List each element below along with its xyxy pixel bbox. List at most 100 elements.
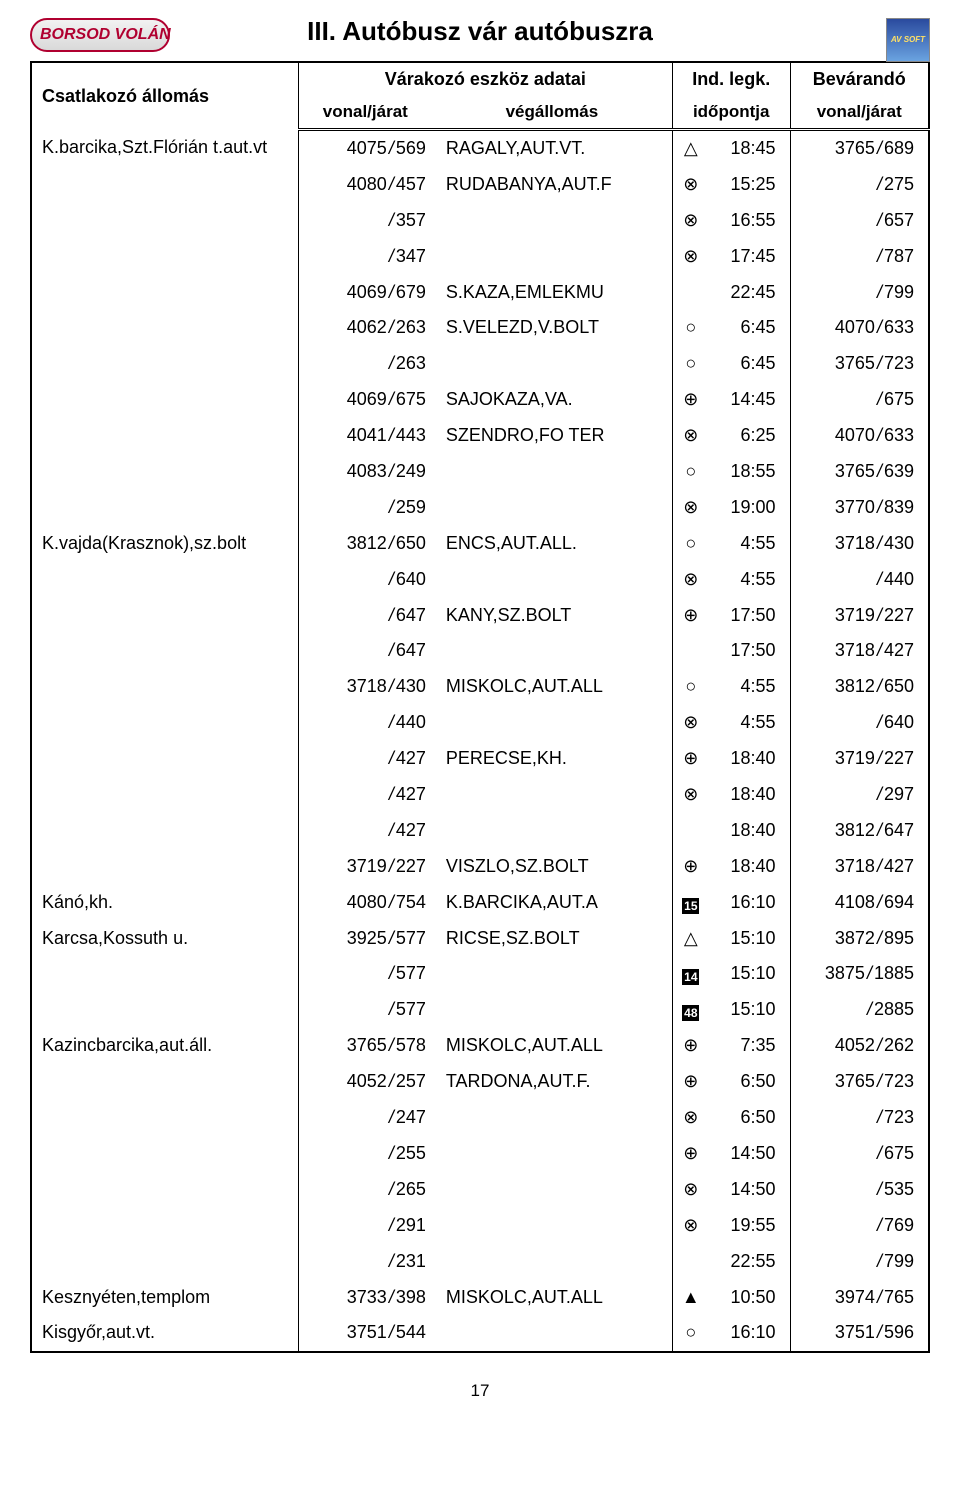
cell-symbol: ⊕: [672, 741, 708, 777]
cell-dest: [432, 1315, 673, 1352]
cell-station: [31, 777, 298, 813]
cell-line2: 3718/430: [790, 526, 929, 562]
table-row: /5771415:103875/1885: [31, 956, 929, 992]
cell-station: [31, 1100, 298, 1136]
cell-line2: /723: [790, 1100, 929, 1136]
cell-station: [31, 1244, 298, 1280]
cell-line1: /265: [298, 1172, 432, 1208]
table-row: 4041/443SZENDRO,FO TER⊗6:254070/633: [31, 418, 929, 454]
cell-time: 16:10: [709, 1315, 790, 1352]
cell-symbol: ○: [672, 1315, 708, 1352]
header-line1: vonal/járat: [298, 96, 432, 130]
cell-line2: 4052/262: [790, 1028, 929, 1064]
cell-dest: [432, 454, 673, 490]
cell-symbol: ○: [672, 669, 708, 705]
cell-line1: 3718/430: [298, 669, 432, 705]
cell-dest: [432, 203, 673, 239]
cell-line2: 3765/723: [790, 1064, 929, 1100]
table-row: /263○6:453765/723: [31, 346, 929, 382]
cell-time: 6:50: [709, 1100, 790, 1136]
page-number: 17: [30, 1381, 930, 1401]
cell-dest: [432, 777, 673, 813]
cell-line2: 3765/639: [790, 454, 929, 490]
cell-station: [31, 239, 298, 275]
cell-station: [31, 669, 298, 705]
cell-time: 10:50: [709, 1280, 790, 1316]
cell-line2: /675: [790, 382, 929, 418]
cell-station: K.barcika,Szt.Flórián t.aut.vt: [31, 130, 298, 167]
cell-station: K.vajda(Krasznok),sz.bolt: [31, 526, 298, 562]
cell-dest: KANY,SZ.BOLT: [432, 598, 673, 634]
cell-station: [31, 741, 298, 777]
cell-symbol: 15: [672, 885, 708, 921]
cell-station: [31, 203, 298, 239]
cell-time: 15:10: [709, 992, 790, 1028]
cell-line1: 4041/443: [298, 418, 432, 454]
cell-line1: /255: [298, 1136, 432, 1172]
table-row: /23122:55/799: [31, 1244, 929, 1280]
cell-line2: 3765/723: [790, 346, 929, 382]
cell-station: [31, 1172, 298, 1208]
cell-line2: 3872/895: [790, 921, 929, 957]
cell-dest: [432, 346, 673, 382]
cell-dest: RICSE,SZ.BOLT: [432, 921, 673, 957]
cell-line2: 4070/633: [790, 310, 929, 346]
cell-symbol: ○: [672, 454, 708, 490]
cell-line2: /799: [790, 1244, 929, 1280]
cell-dest: [432, 956, 673, 992]
cell-symbol: ⊕: [672, 1028, 708, 1064]
cell-symbol: [672, 1244, 708, 1280]
cell-line2: 3875/1885: [790, 956, 929, 992]
header-await: Bevárandó: [790, 62, 929, 96]
cell-station: [31, 346, 298, 382]
cell-line1: /577: [298, 956, 432, 992]
header-station: Csatlakozó állomás: [31, 62, 298, 130]
cell-time: 17:50: [709, 633, 790, 669]
cell-line2: 3751/596: [790, 1315, 929, 1352]
cell-station: [31, 490, 298, 526]
cell-line2: 3770/839: [790, 490, 929, 526]
table-row: /265⊗14:50/535: [31, 1172, 929, 1208]
cell-time: 14:45: [709, 382, 790, 418]
cell-symbol: ○: [672, 526, 708, 562]
table-row: 4083/249○18:553765/639: [31, 454, 929, 490]
cell-symbol: 48: [672, 992, 708, 1028]
cell-line2: 3718/427: [790, 633, 929, 669]
cell-station: Kánó,kh.: [31, 885, 298, 921]
cell-dest: S.VELEZD,V.BOLT: [432, 310, 673, 346]
table-row: Kánó,kh.4080/754K.BARCIKA,AUT.A1516:1041…: [31, 885, 929, 921]
software-badge: AV SOFT: [886, 18, 930, 62]
cell-line2: 4070/633: [790, 418, 929, 454]
cell-line1: /347: [298, 239, 432, 275]
cell-time: 19:55: [709, 1208, 790, 1244]
table-row: /647 17:503718/427: [31, 633, 929, 669]
cell-time: 22:45: [709, 275, 790, 311]
cell-symbol: ⊗: [672, 777, 708, 813]
cell-symbol: ▲: [672, 1280, 708, 1316]
cell-dest: [432, 1208, 673, 1244]
table-row: 4080/457RUDABANYA,AUT.F⊗15:25/275: [31, 167, 929, 203]
cell-line2: /535: [790, 1172, 929, 1208]
cell-line1: /440: [298, 705, 432, 741]
cell-dest: [432, 1244, 673, 1280]
table-row: /357⊗16:55/657: [31, 203, 929, 239]
cell-time: 15:25: [709, 167, 790, 203]
cell-station: [31, 1064, 298, 1100]
cell-time: 6:25: [709, 418, 790, 454]
cell-station: [31, 705, 298, 741]
cell-time: 4:55: [709, 562, 790, 598]
cell-symbol: ⊗: [672, 167, 708, 203]
table-row: /440⊗4:55/640: [31, 705, 929, 741]
cell-time: 18:40: [709, 777, 790, 813]
cell-symbol: ⊗: [672, 418, 708, 454]
cell-line2: 3719/227: [790, 598, 929, 634]
table-row: /347⊗17:45/787: [31, 239, 929, 275]
table-row: Kisgyőr,aut.vt.3751/544○16:103751/596: [31, 1315, 929, 1352]
cell-symbol: ⊕: [672, 382, 708, 418]
cell-time: 16:55: [709, 203, 790, 239]
table-row: /427PERECSE,KH.⊕18:403719/227: [31, 741, 929, 777]
table-row: 4069/679S.KAZA,EMLEKMU22:45/799: [31, 275, 929, 311]
cell-time: 4:55: [709, 669, 790, 705]
cell-line1: /647: [298, 633, 432, 669]
cell-symbol: △: [672, 130, 708, 167]
